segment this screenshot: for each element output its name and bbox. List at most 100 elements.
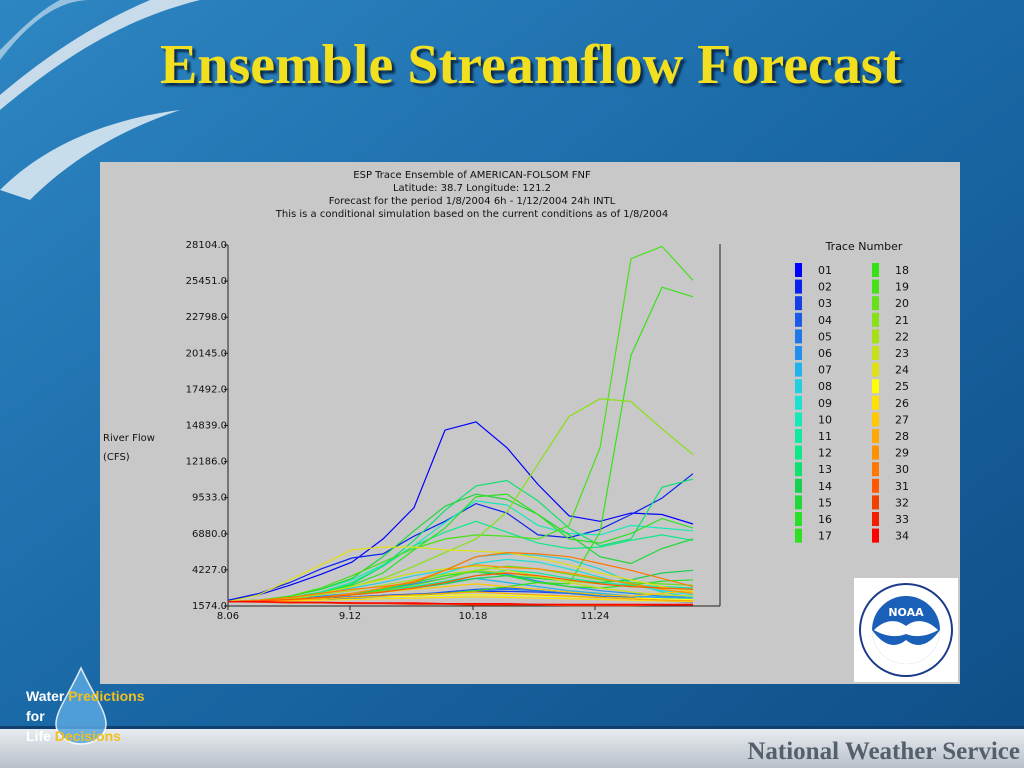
x-tick-label: 11.24 (581, 611, 610, 622)
legend-swatch (872, 429, 879, 443)
chart-title-line: Latitude: 38.7 Longitude: 121.2 (393, 183, 551, 194)
trace-line-24 (227, 546, 694, 603)
legend-label: 18 (895, 264, 909, 277)
legend-swatch (872, 296, 879, 311)
legend-swatch (872, 445, 879, 460)
legend-swatch (872, 412, 879, 427)
y-tick-label: 1574.0 (192, 601, 227, 612)
legend-swatch (795, 495, 802, 510)
legend-swatch (795, 412, 802, 427)
chart-title-line: This is a conditional simulation based o… (275, 209, 668, 220)
legend-label: 08 (818, 380, 832, 393)
legend-label: 29 (895, 447, 909, 460)
legend-swatch (872, 528, 879, 543)
legend-label: 31 (895, 480, 909, 493)
trace-line-26 (228, 596, 694, 603)
legend-label: 06 (818, 347, 832, 360)
legend-label: 09 (818, 397, 832, 410)
legend-swatch (872, 362, 879, 377)
legend-swatch (795, 296, 802, 311)
y-axis-label: (CFS) (103, 452, 130, 463)
trace-line-34 (228, 601, 693, 605)
tagline-word-life: Life (26, 728, 51, 744)
tagline-word-for: for (26, 708, 45, 724)
legend-label: 27 (895, 413, 909, 426)
legend-label: 19 (895, 281, 909, 294)
legend-swatch (872, 279, 879, 294)
legend-label: 03 (818, 297, 832, 310)
legend-label: 07 (818, 364, 832, 377)
legend-label: 26 (895, 397, 909, 410)
y-tick-label: 12186.0 (186, 457, 227, 468)
legend-swatch (795, 429, 802, 443)
water-drop-icon (55, 666, 107, 745)
legend-label: 16 (818, 513, 832, 526)
y-tick-label: 28104.0 (186, 240, 227, 251)
legend-swatch (872, 346, 879, 360)
x-tick-label: 9.12 (339, 611, 361, 622)
legend-swatch (795, 362, 802, 377)
legend-swatch (872, 379, 879, 394)
legend-label: 25 (895, 380, 909, 393)
noaa-logo-text: NOAA (888, 606, 924, 619)
legend-swatch (795, 312, 802, 327)
legend-swatch (795, 528, 802, 543)
legend-label: 32 (895, 496, 909, 509)
legend-swatch (795, 279, 802, 294)
legend-swatch (795, 445, 802, 460)
trace-line-18 (227, 286, 694, 603)
chart: ESP Trace Ensemble of AMERICAN-FOLSOM FN… (103, 170, 909, 622)
tagline-word-decisions: Decisions (54, 728, 121, 744)
legend-swatch (795, 462, 802, 477)
legend-swatch (872, 395, 879, 410)
y-tick-label: 4227.0 (192, 565, 227, 576)
y-tick-label: 17492.0 (186, 384, 227, 395)
legend-label: 17 (818, 530, 832, 543)
y-tick-label: 25451.0 (186, 276, 227, 287)
legend-label: 28 (895, 430, 909, 443)
x-tick-label: 10.18 (459, 611, 488, 622)
legend-swatch (795, 263, 802, 277)
legend-label: 20 (895, 297, 909, 310)
chart-title-line: ESP Trace Ensemble of AMERICAN-FOLSOM FN… (353, 170, 591, 181)
legend-swatch (795, 395, 802, 410)
trace-line-28 (227, 591, 694, 603)
x-tick-label: 8.06 (217, 611, 239, 622)
y-tick-label: 6880.0 (192, 529, 227, 540)
trace-line-19 (227, 245, 694, 603)
footer-nws: National Weather Service (747, 738, 1020, 765)
legend-label: 24 (895, 364, 909, 377)
legend-swatch (872, 462, 879, 477)
chart-title-line: Forecast for the period 1/8/2004 6h - 1/… (329, 196, 616, 207)
legend-swatch (795, 512, 802, 526)
y-tick-label: 9533.0 (192, 493, 227, 504)
legend-label: 04 (818, 314, 832, 327)
trace-line-15 (227, 493, 694, 603)
slide-title: Ensemble Streamflow Forecast (160, 34, 902, 96)
legend-label: 14 (818, 480, 832, 493)
y-axis-label: River Flow (103, 433, 155, 444)
legend-swatch (872, 495, 879, 510)
legend-label: 21 (895, 314, 909, 327)
legend-swatch (872, 263, 879, 277)
legend-label: 05 (818, 330, 832, 343)
trace-line-01 (227, 421, 694, 601)
trace-line-31 (227, 572, 694, 603)
legend-swatch (795, 329, 802, 344)
legend-label: 22 (895, 330, 909, 343)
legend-swatch (872, 312, 879, 327)
y-tick-label: 14839.0 (186, 421, 227, 432)
legend-label: 33 (895, 513, 909, 526)
legend-swatch (872, 329, 879, 344)
chart-panel: ESP Trace Ensemble of AMERICAN-FOLSOM FN… (100, 162, 960, 684)
legend-label: 01 (818, 264, 832, 277)
tagline-word-predictions: Predictions (68, 688, 145, 704)
trace-line-30 (227, 551, 694, 603)
legend-label: 30 (895, 463, 909, 476)
legend-swatch (872, 512, 879, 526)
legend-label: 11 (818, 430, 832, 443)
y-tick-label: 20145.0 (186, 348, 227, 359)
legend-label: 34 (895, 530, 909, 543)
tagline-word-water: Water (26, 688, 65, 704)
legend-label: 13 (818, 463, 832, 476)
